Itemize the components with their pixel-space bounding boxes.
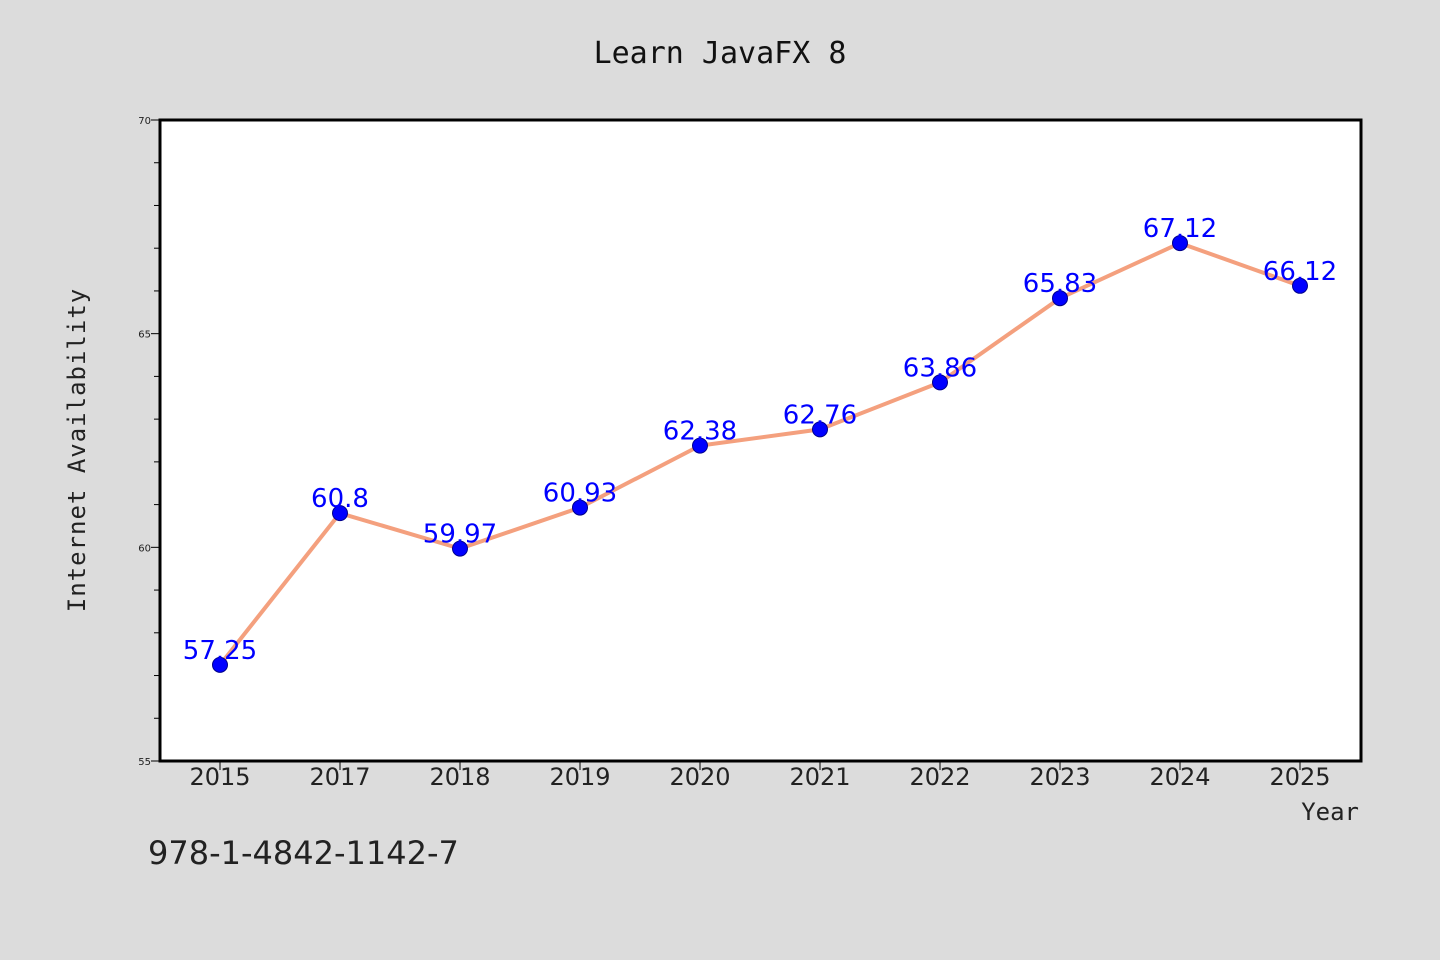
data-point — [812, 421, 828, 438]
x-tick-label: 2018 — [429, 763, 490, 791]
x-tick-label: 2019 — [549, 763, 610, 791]
data-point — [572, 499, 588, 516]
x-tick-label: 2023 — [1029, 763, 1090, 791]
data-point — [1172, 235, 1188, 252]
series-line — [218, 241, 1301, 667]
x-tick-label: 2025 — [1269, 763, 1330, 791]
data-label: 67.12 — [1143, 214, 1217, 244]
data-label: 59.97 — [423, 520, 497, 550]
data-label: 62.76 — [783, 400, 857, 430]
x-tick-label: 2024 — [1149, 763, 1210, 791]
chart-title: Learn JavaFX 8 — [594, 36, 847, 71]
data-point — [212, 656, 228, 673]
data-point — [692, 437, 708, 454]
x-tick-label: 2022 — [909, 763, 970, 791]
isbn-footnote: 978-1-4842-1142-7 — [148, 834, 459, 872]
data-label: 66.12 — [1263, 257, 1337, 287]
data-label: 65.83 — [1023, 269, 1097, 299]
x-tick-label: 2017 — [309, 763, 370, 791]
data-point — [452, 540, 468, 557]
series-group — [212, 235, 1308, 673]
y-tick-label: 60 — [138, 543, 151, 554]
data-point — [932, 374, 948, 391]
x-axis-ticks — [219, 761, 1301, 770]
x-tick-label: 2020 — [669, 763, 730, 791]
data-point — [1292, 277, 1308, 294]
x-axis-tick-labels: 2015 2017 2018 2019 2020 2021 2022 2023 2024 2025 — [189, 763, 1330, 791]
data-label-group: 57.25 60.8 59.97 60.93 62.38 62.76 63.86 65.83 6… — [183, 214, 1337, 666]
x-tick-label: 2021 — [789, 763, 850, 791]
data-point — [1052, 290, 1068, 307]
y-axis-tick-labels: 55 60 65 70 — [138, 116, 151, 768]
y-axis-ticks — [151, 119, 160, 762]
data-label: 60.8 — [311, 484, 369, 514]
plot-area — [158, 118, 1363, 763]
data-point — [332, 505, 348, 522]
y-tick-label: 65 — [138, 330, 151, 341]
x-tick-label: 2015 — [189, 763, 250, 791]
data-label: 63.86 — [903, 353, 977, 383]
data-label: 57.25 — [183, 636, 257, 666]
data-label: 62.38 — [663, 417, 737, 447]
y-tick-label: 70 — [138, 116, 151, 127]
x-axis-label: Year — [1301, 798, 1359, 826]
y-axis-label: Internet Availability — [63, 288, 91, 612]
y-tick-label: 55 — [138, 757, 151, 768]
data-label: 60.93 — [543, 479, 617, 509]
